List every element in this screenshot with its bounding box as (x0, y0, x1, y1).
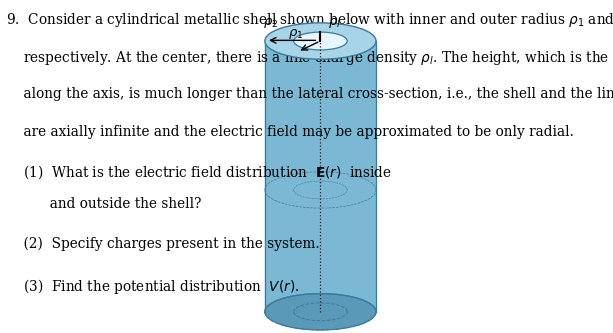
Ellipse shape (265, 23, 376, 59)
Text: $\rho_2$: $\rho_2$ (264, 16, 279, 30)
Text: are axially infinite and the electric field may be approximated to be only radia: are axially infinite and the electric fi… (6, 125, 573, 139)
Text: 9.  Consider a cylindrical metallic shell shown below with inner and outer radiu: 9. Consider a cylindrical metallic shell… (6, 11, 613, 29)
Text: (1)  What is the electric field distribution  $\mathbf{E}(r)$  inside: (1) What is the electric field distribut… (6, 163, 391, 181)
Text: respectively. At the center, there is a line charge density $\rho_l$. The height: respectively. At the center, there is a … (6, 49, 613, 67)
Ellipse shape (294, 32, 347, 50)
Polygon shape (265, 23, 376, 312)
Ellipse shape (265, 294, 376, 330)
Text: $\rho_l$: $\rho_l$ (329, 16, 341, 30)
Text: (3)  Find the potential distribution  $V(r)$.: (3) Find the potential distribution $V(r… (6, 277, 299, 296)
Text: $\rho_1$: $\rho_1$ (288, 27, 303, 41)
Text: (2)  Specify charges present in the system.: (2) Specify charges present in the syste… (6, 237, 319, 251)
Text: along the axis, is much longer than the lateral cross-section, i.e., the shell a: along the axis, is much longer than the … (6, 87, 613, 101)
Text: and outside the shell?: and outside the shell? (6, 196, 201, 210)
